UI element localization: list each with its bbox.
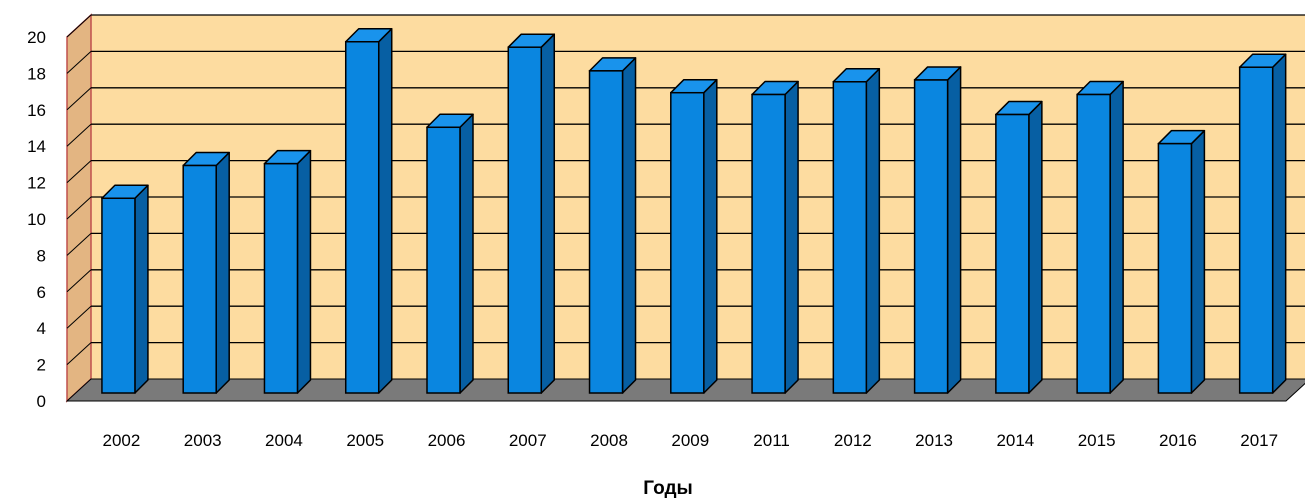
x-tick-label: 2005	[346, 431, 384, 450]
bar-front	[344, 40, 380, 394]
gridline-side	[66, 51, 92, 74]
bar-side	[377, 27, 393, 394]
bar-front	[913, 79, 949, 394]
y-tick-label: 12	[27, 174, 46, 193]
bar-front	[507, 46, 543, 394]
bar-side	[1190, 129, 1206, 394]
bar	[182, 151, 230, 394]
bar-front	[995, 113, 1030, 394]
bar	[995, 100, 1043, 394]
x-tick-label: 2017	[1240, 431, 1278, 450]
x-tick-label: 2015	[1078, 431, 1116, 450]
bar	[426, 113, 474, 394]
bar-front	[1238, 66, 1274, 394]
bar-side	[1271, 53, 1287, 394]
y-tick-label: 8	[37, 246, 46, 265]
y-tick-label: 10	[27, 210, 46, 229]
bar	[1157, 129, 1206, 394]
bar	[344, 27, 393, 394]
bar-front	[751, 93, 786, 394]
bar	[832, 68, 881, 394]
bar-front	[263, 162, 299, 394]
bar-front	[426, 126, 461, 394]
bar-side	[540, 33, 556, 394]
bar	[913, 66, 962, 394]
gridline-side	[66, 87, 92, 111]
bar-front	[182, 164, 217, 394]
y-tick-label: 0	[37, 392, 46, 411]
x-axis-ticks: 2002 2003 2004 2005 2006 2007 2008 2009 2011 2012…	[103, 431, 1279, 450]
bar-front	[670, 91, 705, 394]
bar	[1076, 80, 1124, 394]
bar-front	[1076, 93, 1111, 394]
bar	[1238, 53, 1287, 394]
x-tick-label: 2014	[996, 431, 1034, 450]
bar-side	[1109, 80, 1124, 394]
x-tick-label: 2012	[834, 431, 872, 450]
y-tick-label: 4	[37, 319, 46, 338]
x-tick-label: 2016	[1159, 431, 1197, 450]
x-tick-label: 2002	[103, 431, 141, 450]
y-tick-label: 16	[27, 101, 46, 120]
bar	[751, 80, 799, 394]
gridline-side	[66, 269, 92, 293]
gridline-side	[66, 305, 92, 329]
bar-side	[134, 184, 149, 394]
gridline-side	[66, 233, 92, 256]
bar	[670, 78, 718, 394]
x-tick-label: 2009	[671, 431, 709, 450]
y-axis-ticks: 0 2 4 6 8 10 12 14 16 18 20	[27, 28, 46, 411]
gridline-side	[66, 123, 92, 147]
y-tick-label: 14	[27, 137, 46, 156]
bar	[263, 149, 312, 394]
bar	[507, 33, 556, 394]
x-tick-label: 2003	[184, 431, 222, 450]
x-tick-label: 2004	[265, 431, 303, 450]
gridline-side	[66, 160, 92, 183]
bar-side	[703, 78, 718, 394]
y-tick-label: 20	[27, 28, 46, 47]
bar-front	[588, 70, 624, 394]
bar-side	[621, 57, 637, 394]
x-axis-label: Годы	[643, 478, 692, 499]
gridline-side	[66, 342, 92, 365]
gridline-side	[66, 196, 92, 220]
bar-side	[784, 80, 799, 394]
chart-bars	[101, 27, 1287, 394]
x-tick-label: 2007	[509, 431, 547, 450]
bar-front	[101, 197, 136, 394]
x-tick-label: 2006	[428, 431, 466, 450]
x-tick-label: 2008	[590, 431, 628, 450]
bar-side	[296, 149, 312, 394]
bar-side	[946, 66, 962, 394]
y-tick-label: 2	[37, 356, 46, 375]
bar-front	[1157, 142, 1193, 394]
bar-side	[459, 113, 474, 394]
gridline-side	[66, 14, 92, 38]
x-tick-label: 2013	[915, 431, 953, 450]
y-tick-label: 6	[37, 283, 46, 302]
bar	[588, 57, 637, 394]
bar	[101, 184, 149, 394]
x-tick-label: 2011	[753, 431, 790, 450]
bar-front	[832, 81, 868, 394]
bar-side	[1028, 100, 1043, 394]
bar-side	[215, 151, 230, 394]
bar-side	[865, 68, 881, 394]
y-tick-label: 18	[27, 64, 46, 83]
